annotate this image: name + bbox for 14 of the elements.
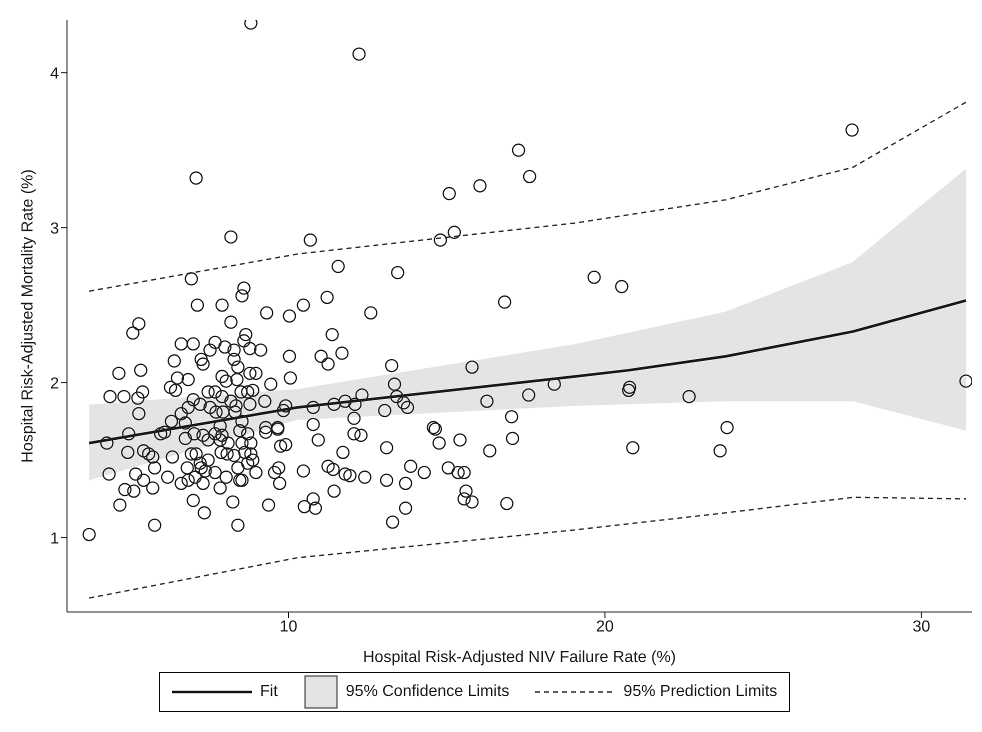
x-tick-label: 10 (280, 618, 298, 636)
y-tick-label: 4 (50, 65, 60, 82)
y-axis-title: Hospital Risk-Adjusted Mortality Rate (%) (20, 169, 36, 463)
line-series (88, 101, 967, 292)
y-tick-label: 2 (50, 375, 60, 392)
y-tick-label: 1 (50, 530, 60, 548)
legend-label: 95% Prediction Limits (623, 683, 778, 701)
y-tick-label: 3 (50, 220, 60, 238)
x-axis-title: Hospital Risk-Adjusted NIV Failure Rate (%) (363, 649, 676, 666)
legend-label: Fit (260, 683, 278, 701)
x-tick-label: 30 (912, 618, 930, 636)
legend-label: 95% Confidence Limits (346, 683, 510, 701)
line-series (88, 496, 967, 599)
x-tick-label: 20 (596, 618, 614, 636)
